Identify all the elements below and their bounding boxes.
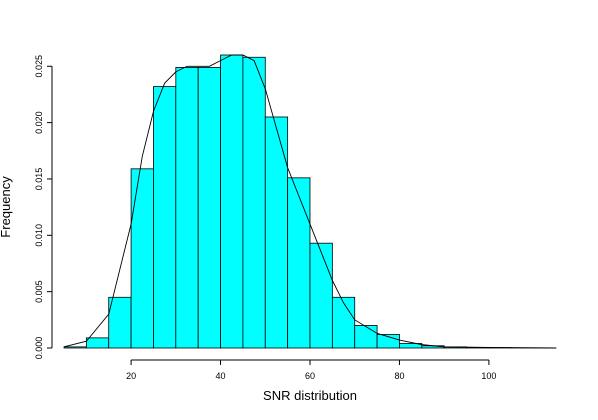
y-tick-label: 0.000 xyxy=(34,337,44,360)
bar xyxy=(332,297,354,348)
bar xyxy=(153,87,175,348)
bar xyxy=(288,178,310,348)
bar xyxy=(221,55,243,348)
x-tick-label: 60 xyxy=(305,371,315,381)
bar xyxy=(109,297,131,348)
bar xyxy=(176,67,198,348)
y-tick-label: 0.010 xyxy=(34,224,44,247)
bar xyxy=(355,325,377,348)
bar xyxy=(64,347,86,348)
bar xyxy=(310,243,332,348)
bar xyxy=(198,67,220,348)
y-tick-label: 0.005 xyxy=(34,280,44,303)
y-tick-label: 0.025 xyxy=(34,55,44,78)
bar xyxy=(86,338,108,348)
x-tick-label: 100 xyxy=(481,371,496,381)
bar xyxy=(243,57,265,348)
x-tick-label: 80 xyxy=(394,371,404,381)
y-axis-label: Frequency xyxy=(0,176,13,238)
x-tick-label: 20 xyxy=(126,371,136,381)
bar xyxy=(131,169,153,348)
bar xyxy=(265,117,287,348)
x-axis-label: SNR distribution xyxy=(263,388,357,403)
x-tick-label: 40 xyxy=(216,371,226,381)
y-tick-label: 0.015 xyxy=(34,168,44,191)
y-tick-label: 0.020 xyxy=(34,111,44,134)
